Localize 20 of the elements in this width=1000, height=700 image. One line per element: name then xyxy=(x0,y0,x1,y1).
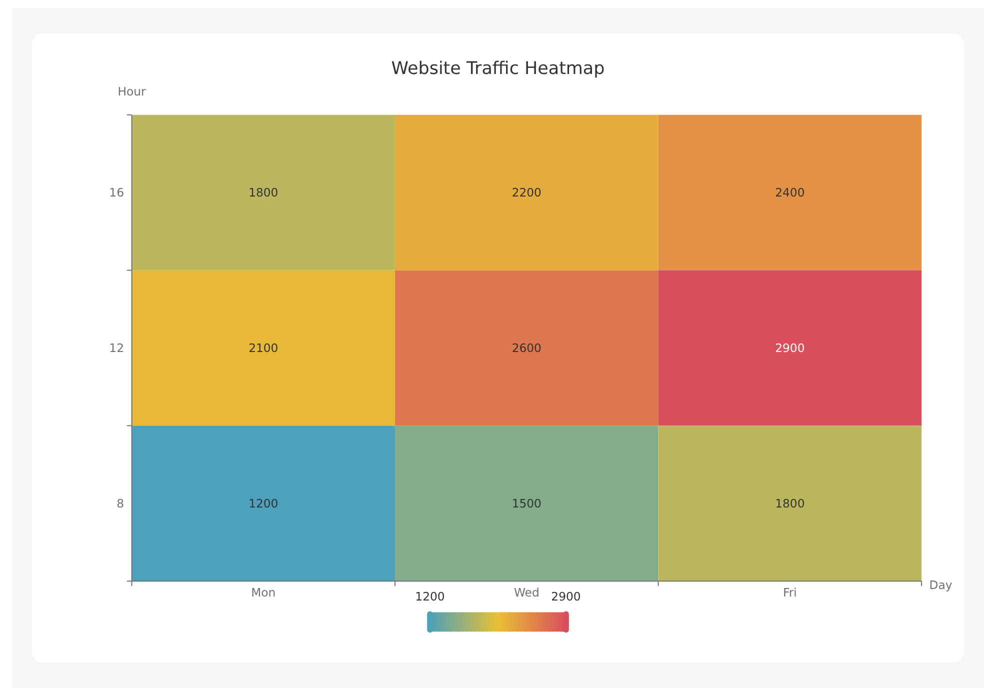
data-label: 2600 xyxy=(512,341,542,356)
data-label: 2200 xyxy=(512,186,542,200)
x-tick-label: Mon xyxy=(251,586,276,600)
chart-title: Website Traffic Heatmap xyxy=(391,59,605,80)
data-label: 2100 xyxy=(248,341,278,356)
x-tick-label: Fri xyxy=(782,586,797,600)
data-label: 1200 xyxy=(248,496,278,511)
color-bar-label: 2900 xyxy=(551,590,581,604)
x-axis-title: Day xyxy=(929,578,952,592)
data-label: 1800 xyxy=(775,496,805,511)
data-label: 2400 xyxy=(775,186,805,200)
y-tick-label: 8 xyxy=(116,496,124,511)
data-label: 2900 xyxy=(775,341,805,356)
x-tick-label: Wed xyxy=(514,586,540,600)
y-tick-label: 12 xyxy=(109,341,124,356)
data-label: 1800 xyxy=(248,186,278,200)
data-label: 1500 xyxy=(512,496,542,511)
y-tick-label: 16 xyxy=(109,186,124,200)
y-axis-title: Hour xyxy=(118,84,146,98)
color-bar-label: 1200 xyxy=(415,590,445,604)
